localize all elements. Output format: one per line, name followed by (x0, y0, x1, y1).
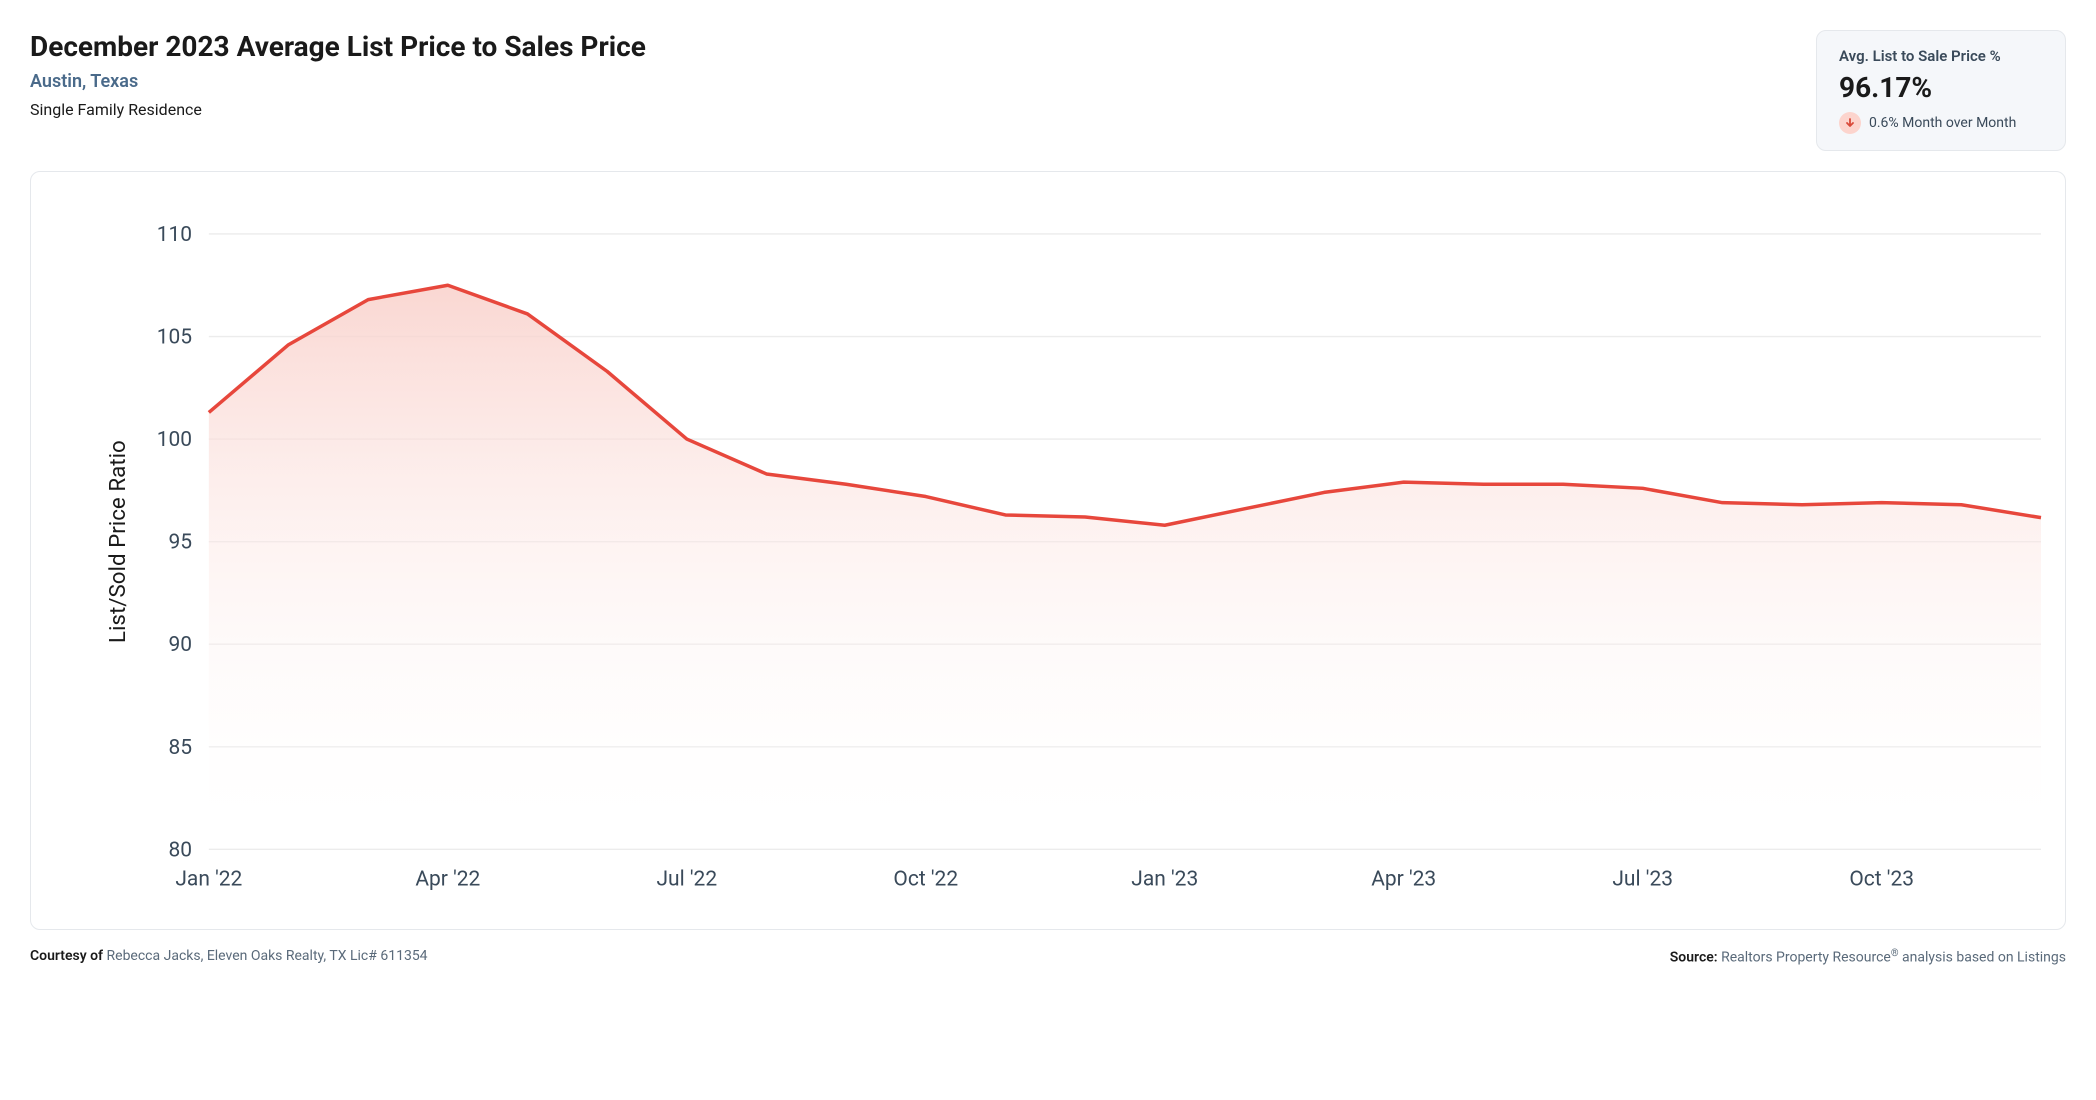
svg-text:105: 105 (157, 326, 192, 350)
chart-container: 80 85 90 95 100 105 110 List/Sold Price Ratio Ja… (30, 171, 2066, 930)
property-type: Single Family Residence (30, 100, 1816, 119)
svg-text:110: 110 (157, 223, 192, 247)
svg-text:Oct '22: Oct '22 (893, 868, 958, 892)
svg-text:Jul '22: Jul '22 (656, 868, 717, 892)
area-chart: 80 85 90 95 100 105 110 List/Sold Price Ratio Ja… (41, 192, 2055, 919)
stat-card: Avg. List to Sale Price % 96.17% 0.6% Mo… (1816, 30, 2066, 151)
svg-text:Jul '23: Jul '23 (1612, 868, 1673, 892)
stat-label: Avg. List to Sale Price % (1839, 47, 2043, 65)
svg-text:Jan '23: Jan '23 (1131, 868, 1198, 892)
stat-change: 0.6% Month over Month (1839, 112, 2043, 134)
down-arrow-icon (1839, 112, 1861, 134)
header-row: December 2023 Average List Price to Sale… (30, 30, 2066, 151)
stat-change-text: 0.6% Month over Month (1869, 115, 2016, 131)
svg-text:List/Sold Price Ratio: List/Sold Price Ratio (105, 440, 131, 643)
location-subtitle: Austin, Texas (30, 71, 1816, 92)
svg-text:Jan '22: Jan '22 (175, 868, 242, 892)
svg-text:80: 80 (168, 838, 192, 862)
svg-text:90: 90 (168, 633, 192, 657)
courtesy-text: Courtesy of Rebecca Jacks, Eleven Oaks R… (30, 948, 428, 966)
svg-text:100: 100 (157, 428, 192, 452)
svg-text:Apr '22: Apr '22 (415, 868, 480, 892)
stat-value: 96.17% (1839, 71, 2043, 104)
chart-title: December 2023 Average List Price to Sale… (30, 30, 1816, 63)
svg-text:Oct '23: Oct '23 (1849, 868, 1914, 892)
svg-text:85: 85 (168, 736, 192, 760)
svg-text:Apr '23: Apr '23 (1371, 868, 1436, 892)
footer-row: Courtesy of Rebecca Jacks, Eleven Oaks R… (30, 948, 2066, 966)
titles-block: December 2023 Average List Price to Sale… (30, 30, 1816, 119)
source-text: Source: Realtors Property Resource® anal… (1670, 948, 2066, 966)
svg-text:95: 95 (168, 531, 192, 555)
